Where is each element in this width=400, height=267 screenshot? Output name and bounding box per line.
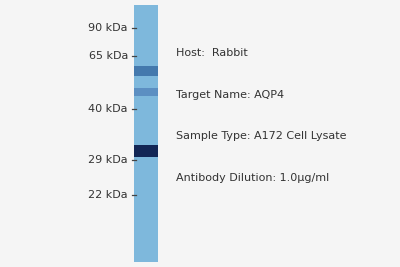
Text: Target Name: AQP4: Target Name: AQP4 [176, 90, 284, 100]
Text: Host:  Rabbit: Host: Rabbit [176, 48, 248, 58]
Text: Sample Type: A172 Cell Lysate: Sample Type: A172 Cell Lysate [176, 131, 346, 141]
Text: 90 kDa: 90 kDa [88, 23, 128, 33]
Text: Antibody Dilution: 1.0μg/ml: Antibody Dilution: 1.0μg/ml [176, 172, 329, 183]
Text: 29 kDa: 29 kDa [88, 155, 128, 165]
Text: 65 kDa: 65 kDa [89, 51, 128, 61]
Bar [134, 145, 158, 157]
Text: 40 kDa: 40 kDa [88, 104, 128, 115]
Bar [134, 5, 158, 262]
Bar [134, 66, 158, 76]
Bar [134, 88, 158, 96]
Text: 22 kDa: 22 kDa [88, 190, 128, 200]
